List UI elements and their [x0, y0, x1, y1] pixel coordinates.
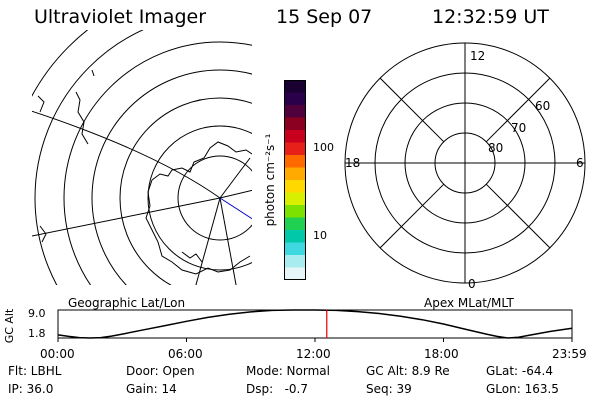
- colorbar-segment: [284, 255, 306, 268]
- longitude-lines: [32, 110, 252, 285]
- colorbar-segment: [284, 117, 306, 131]
- altitude-timeline-chart: GC Alt 9.0 1.8 00:00 06:00 12:00 18:00 2…: [3, 307, 587, 361]
- geographic-map: [32, 30, 252, 285]
- info-glat: GLat: -64.4: [486, 364, 553, 378]
- colorbar-segment: [284, 92, 306, 106]
- apex-polar-plot: 12 0 18 6 60 70 80: [344, 42, 586, 290]
- info-seq: Seq: 39: [366, 382, 412, 396]
- altitude-series-line: [57, 309, 573, 339]
- colorbar-tick-100: 100: [313, 141, 334, 154]
- time-label: 12:32:59 UT: [432, 6, 549, 28]
- instrument-title: Ultraviolet Imager: [34, 6, 207, 28]
- x-tick-2359: 23:59: [552, 347, 587, 361]
- latitude-circles: [32, 30, 252, 285]
- mlt-diagonal-4: [379, 183, 445, 249]
- colorbar-segment: [284, 205, 306, 218]
- colorbar-segment: [284, 142, 306, 156]
- colorbar-segment: [284, 130, 306, 143]
- mlt-diagonal-2: [485, 183, 551, 249]
- info-door: Door: Open: [126, 364, 195, 378]
- date-label: 15 Sep 07: [276, 6, 373, 28]
- colorbar-segment: [284, 217, 306, 231]
- colorbar-segment: [284, 80, 306, 93]
- y-axis-label: GC Alt: [3, 308, 16, 343]
- colorbar-tick-10: 10: [313, 229, 327, 242]
- mlt-label-bottom: 0: [468, 277, 476, 290]
- info-dsp: Dsp: -0.7: [246, 382, 309, 396]
- coastline-outline: [37, 69, 252, 275]
- lat-label-70: 70: [511, 121, 526, 135]
- x-tick-0600: 06:00: [168, 347, 203, 361]
- x-tick-1200: 12:00: [296, 347, 331, 361]
- mlt-diagonal-3: [485, 77, 551, 143]
- lat-label-60: 60: [535, 99, 550, 113]
- colorbar-unit-label: photon cm⁻²s⁻¹: [263, 133, 277, 227]
- colorbar-segment: [284, 155, 306, 168]
- mlt-diagonal-1: [379, 77, 445, 143]
- colorbar-segment: [284, 192, 306, 206]
- mlt-label-right: 6: [576, 156, 584, 170]
- x-tick-0000: 00:00: [40, 347, 75, 361]
- colorbar-segment: [284, 242, 306, 256]
- info-gc-alt: GC Alt: 8.9 Re: [366, 364, 450, 378]
- y-tick-min: 1.8: [28, 327, 46, 340]
- colorbar-segment: [284, 267, 306, 280]
- mlt-label-left: 18: [345, 156, 360, 170]
- colorbar-segment: [284, 167, 306, 181]
- info-gain: Gain: 14: [126, 382, 177, 396]
- info-glon: GLon: 163.5: [486, 382, 559, 396]
- colorbar-segment: [284, 105, 306, 118]
- colorbar-segment: [284, 180, 306, 193]
- timeline-frame: [57, 309, 573, 339]
- colorbar-frame: [284, 80, 306, 280]
- geographic-label: Geographic Lat/Lon: [68, 296, 186, 310]
- colorbar-segment: [284, 230, 306, 243]
- x-tick-1800: 18:00: [424, 347, 459, 361]
- y-tick-max: 9.0: [28, 307, 46, 320]
- mlt-label-top: 12: [470, 49, 485, 63]
- lat-label-80: 80: [488, 141, 503, 155]
- info-ip: IP: 36.0: [8, 382, 54, 396]
- info-filter: Flt: LBHL: [8, 364, 62, 378]
- apex-label: Apex MLat/MLT: [424, 296, 514, 310]
- intensity-colorbar: [284, 80, 306, 280]
- info-mode: Mode: Normal: [246, 364, 330, 378]
- view-direction-line: [219, 197, 252, 220]
